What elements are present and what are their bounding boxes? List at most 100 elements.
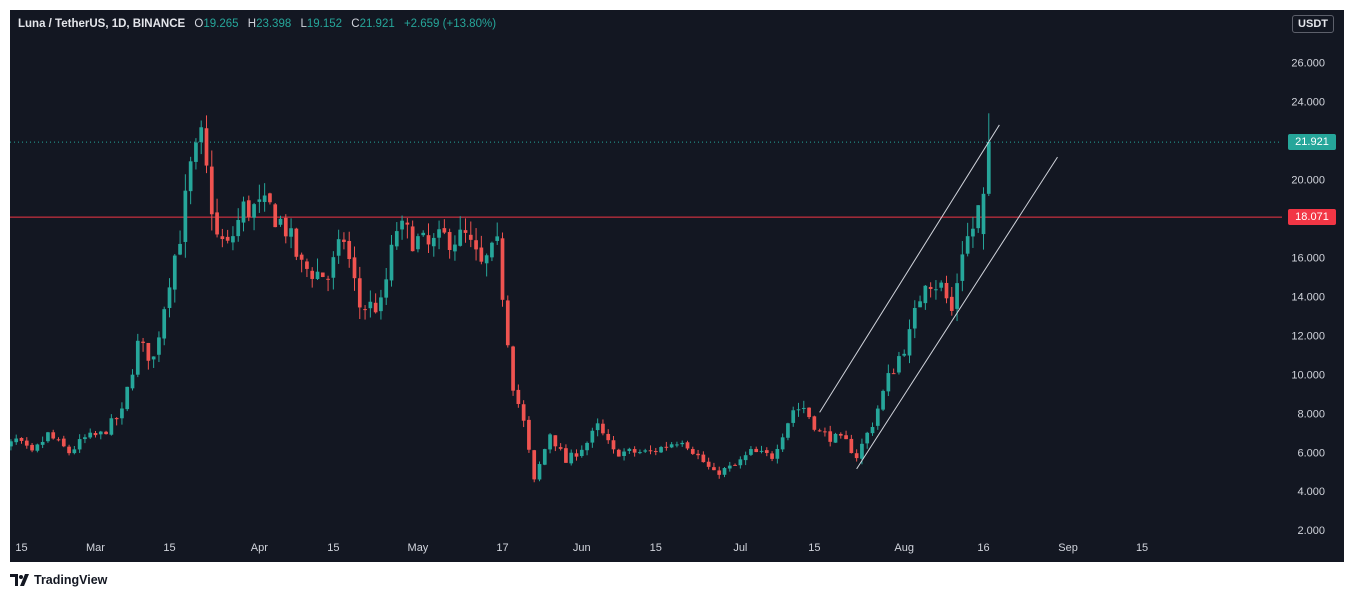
candle-down <box>527 419 531 450</box>
candle-down <box>104 431 108 435</box>
candle-up <box>236 220 241 237</box>
candle-up <box>918 301 922 308</box>
candle-up <box>934 289 938 291</box>
candle-down <box>463 230 468 233</box>
price-chart[interactable]: 26.00024.00022.00020.00018.00016.00014.0… <box>10 10 1344 562</box>
candle-up <box>981 193 986 235</box>
candle-down <box>690 449 695 454</box>
candle-up <box>791 410 796 423</box>
x-axis-tick-label: 15 <box>650 542 662 554</box>
x-axis-tick-label: 15 <box>808 542 820 554</box>
candle-up <box>780 437 785 450</box>
symbol-legend: Luna / TetherUS, 1D, BINANCE O19.265 H23… <box>18 18 496 30</box>
candle-up <box>542 449 547 465</box>
candle-up <box>833 433 838 443</box>
candle-up <box>865 432 870 444</box>
candle-down <box>511 346 515 391</box>
candle-up <box>675 444 679 446</box>
candle-down <box>812 416 817 430</box>
candle-up <box>643 450 648 452</box>
candle-up <box>194 142 198 162</box>
candle-up <box>727 465 732 469</box>
x-axis-tick-label: 15 <box>327 542 339 554</box>
candle-up <box>659 447 663 453</box>
candle-up <box>416 236 420 250</box>
candle-down <box>204 128 209 166</box>
x-axis-tick-label: 15 <box>163 542 175 554</box>
candle-down <box>807 407 811 418</box>
candle-down <box>701 454 706 463</box>
x-axis-tick-label: Sep <box>1058 542 1078 554</box>
candle-down <box>114 418 119 420</box>
candle-down <box>601 423 605 434</box>
open-label: O <box>194 18 204 30</box>
chart-panel[interactable]: 26.00024.00022.00020.00018.00016.00014.0… <box>10 10 1344 562</box>
candle-up <box>162 309 167 339</box>
candle-down <box>733 464 737 466</box>
tradingview-logo-icon[interactable] <box>10 574 30 586</box>
candle-down <box>24 440 29 446</box>
close-label: C <box>351 18 360 30</box>
y-axis-tick-label: 8.000 <box>1297 408 1325 420</box>
candle-up <box>923 285 928 304</box>
candle-down <box>606 433 611 441</box>
candle-up <box>537 464 542 480</box>
candle-up <box>125 386 130 410</box>
candle-down <box>653 451 658 453</box>
channel-upper-line <box>819 124 1000 413</box>
currency-button[interactable]: USDT <box>1292 15 1334 33</box>
candle-down <box>51 432 56 439</box>
candle-up <box>252 204 256 218</box>
candle-down <box>442 228 447 233</box>
candle-up <box>638 452 642 454</box>
candle-up <box>548 434 552 450</box>
candle-up <box>120 408 124 419</box>
candle-up <box>902 353 907 356</box>
candle-up <box>151 356 156 360</box>
candle-down <box>770 453 774 459</box>
candle-down <box>817 430 822 432</box>
candle-down <box>357 278 362 308</box>
candle-up <box>490 242 494 258</box>
candle-up <box>199 127 204 143</box>
candle-up <box>875 408 880 426</box>
tradingview-brand[interactable]: TradingView <box>34 573 108 587</box>
candle-down <box>468 234 473 240</box>
candle-down <box>305 261 309 269</box>
candle-up <box>622 451 626 457</box>
candle-up <box>400 220 404 230</box>
candle-down <box>553 435 558 447</box>
candle-down <box>141 341 145 343</box>
candle-down <box>56 439 61 441</box>
candle-up <box>722 468 727 475</box>
candle-up <box>384 279 389 298</box>
candle-down <box>616 449 621 457</box>
candle-up <box>955 283 959 309</box>
y-axis-tick-label: 24.000 <box>1291 97 1325 109</box>
candle-down <box>664 446 669 448</box>
candle-down <box>215 212 219 235</box>
candle-up <box>569 452 574 464</box>
candle-up <box>976 205 981 229</box>
candle-up <box>886 373 891 392</box>
candle-up <box>801 407 806 409</box>
symbol-title[interactable]: Luna / TetherUS, 1D, BINANCE <box>18 18 186 30</box>
candle-up <box>231 236 235 243</box>
candle-up <box>315 271 320 280</box>
y-axis-tick-label: 10.000 <box>1291 369 1325 381</box>
candle-down <box>648 450 653 452</box>
candle-down <box>928 286 933 289</box>
horizontal-level-tag: 18.071 <box>1288 209 1336 226</box>
candle-down <box>558 447 563 449</box>
candle-up <box>241 201 246 223</box>
candle-down <box>474 240 478 250</box>
candle-up <box>860 443 864 459</box>
candle-up <box>109 418 114 435</box>
x-axis-tick-label: Jun <box>573 542 591 554</box>
candle-down <box>500 238 505 300</box>
change-value: +2.659 (+13.80%) <box>403 18 497 30</box>
x-axis-tick-label: May <box>408 542 429 554</box>
candle-down <box>268 193 272 203</box>
low-label: L <box>300 18 307 30</box>
last-price-tag: 21.921 <box>1288 134 1336 151</box>
